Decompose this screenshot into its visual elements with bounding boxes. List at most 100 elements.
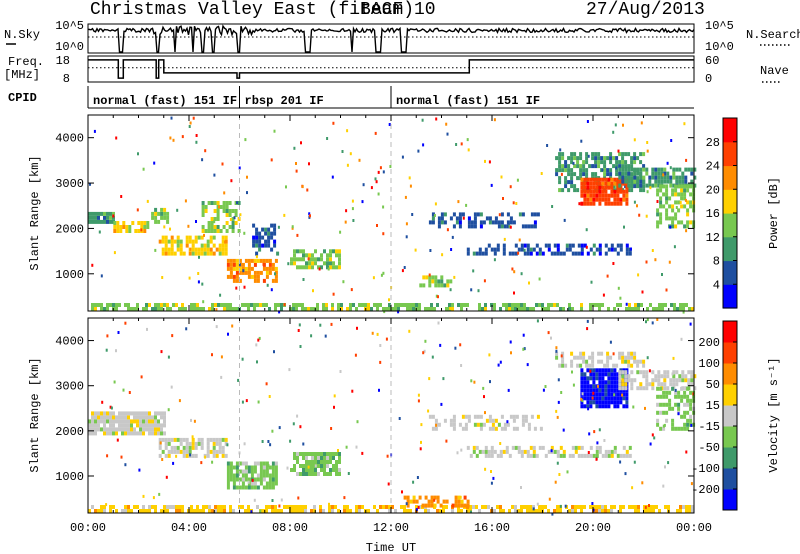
heatmap-cell bbox=[547, 247, 551, 252]
heatmap-cell bbox=[273, 231, 277, 236]
heatmap-cell bbox=[458, 212, 462, 217]
heatmap-cell bbox=[583, 177, 587, 182]
heatmap-cell bbox=[265, 465, 269, 470]
heatmap-cell bbox=[94, 219, 97, 224]
heatmap-cell bbox=[113, 225, 117, 229]
heatmap-cell bbox=[649, 505, 652, 509]
heatmap-cell bbox=[146, 221, 150, 225]
cpid-segment-label: rbsp 201 IF bbox=[245, 94, 324, 108]
heatmap-cell bbox=[579, 164, 583, 169]
heatmap-cell bbox=[615, 156, 619, 161]
heatmap-cell bbox=[526, 251, 530, 256]
heatmap-cell bbox=[115, 307, 118, 311]
heatmap-cell bbox=[526, 509, 529, 513]
freq-label-1: Freq. bbox=[8, 55, 44, 69]
heatmap-cell bbox=[157, 307, 160, 311]
heatmap-cell bbox=[258, 247, 262, 252]
nave-tick-bottom: 0 bbox=[705, 72, 712, 86]
heatmap-cell bbox=[580, 372, 584, 377]
heatmap-cell bbox=[490, 247, 494, 252]
heatmap-cell bbox=[243, 442, 246, 446]
heatmap-cell bbox=[556, 509, 559, 513]
heatmap-cell bbox=[586, 120, 589, 123]
heatmap-cell bbox=[212, 453, 216, 458]
heatmap-cell bbox=[571, 505, 574, 509]
heatmap-cell bbox=[540, 172, 543, 175]
heatmap-cell bbox=[247, 266, 251, 271]
heatmap-cell bbox=[199, 307, 202, 311]
heatmap-cell bbox=[239, 213, 242, 217]
heatmap-cell bbox=[633, 152, 637, 157]
heatmap-cell bbox=[324, 334, 327, 338]
heatmap-cell bbox=[434, 426, 438, 431]
heatmap-cell bbox=[311, 257, 314, 262]
heatmap-cell bbox=[115, 303, 118, 307]
heatmap-cell bbox=[591, 156, 595, 161]
frequency-panel-frame bbox=[87, 55, 695, 83]
heatmap-cell bbox=[97, 415, 100, 420]
heatmap-cell bbox=[686, 410, 690, 415]
heatmap-cell bbox=[166, 303, 169, 307]
heatmap-cell bbox=[412, 495, 416, 500]
heatmap-cell bbox=[430, 307, 433, 311]
heatmap-cell bbox=[636, 359, 640, 364]
heatmap-cell bbox=[280, 307, 283, 311]
heatmap-cell bbox=[497, 224, 501, 229]
heatmap-cell bbox=[148, 505, 151, 509]
heatmap-cell bbox=[587, 154, 590, 158]
heatmap-cell bbox=[621, 152, 625, 157]
heatmap-cell bbox=[601, 505, 604, 509]
heatmap-cell bbox=[274, 266, 278, 271]
heatmap-cell bbox=[686, 224, 690, 229]
heatmap-cell bbox=[314, 472, 317, 476]
heatmap-cell bbox=[609, 172, 613, 177]
heatmap-cell bbox=[521, 212, 525, 217]
heatmap-cell bbox=[416, 476, 419, 479]
heatmap-cell bbox=[662, 426, 666, 431]
heatmap-cell bbox=[645, 382, 649, 387]
heatmap-cell bbox=[595, 185, 599, 190]
heatmap-cell bbox=[607, 201, 611, 206]
heatmap-cell bbox=[154, 431, 157, 436]
heatmap-cell bbox=[158, 492, 161, 496]
heatmap-cell bbox=[612, 130, 615, 134]
heatmap-cell bbox=[532, 505, 535, 509]
heatmap-cell bbox=[296, 472, 299, 476]
heatmap-cell bbox=[662, 173, 665, 177]
heatmap-cell bbox=[219, 293, 222, 297]
heatmap-cell bbox=[508, 307, 511, 311]
heatmap-cell bbox=[250, 510, 253, 514]
heatmap-cell bbox=[460, 503, 464, 508]
heatmap-cell bbox=[633, 175, 637, 180]
heatmap-cell bbox=[544, 385, 547, 388]
heatmap-cell bbox=[585, 156, 589, 161]
heatmap-cell bbox=[649, 303, 652, 307]
heatmap-cell bbox=[672, 378, 676, 383]
heatmap-cell bbox=[603, 164, 607, 169]
heatmap-cell bbox=[576, 188, 580, 193]
heatmap-cell bbox=[610, 368, 614, 373]
heatmap-cell bbox=[179, 441, 183, 446]
heatmap-cell bbox=[473, 212, 477, 217]
heatmap-cell bbox=[262, 477, 266, 482]
heatmap-cell bbox=[589, 177, 593, 182]
heatmap-cell bbox=[651, 167, 655, 172]
heatmap-cell bbox=[614, 123, 617, 127]
heatmap-cell bbox=[672, 382, 676, 387]
heatmap-cell bbox=[367, 509, 370, 513]
heatmap-cell bbox=[572, 161, 575, 165]
heatmap-cell bbox=[570, 180, 574, 185]
heatmap-cell bbox=[607, 368, 611, 373]
heatmap-cell bbox=[112, 419, 115, 424]
heatmap-cell bbox=[439, 343, 442, 347]
heatmap-cell bbox=[445, 505, 448, 509]
heatmap-cell bbox=[509, 414, 513, 419]
heatmap-cell bbox=[555, 156, 559, 161]
heatmap-cell bbox=[616, 193, 620, 198]
heatmap-cell bbox=[592, 372, 596, 377]
heatmap-cell bbox=[125, 225, 129, 229]
heatmap-cell bbox=[446, 132, 449, 136]
heatmap-cell bbox=[687, 370, 691, 375]
heatmap-cell bbox=[161, 247, 165, 252]
colorbar-tick-label: 200 bbox=[698, 336, 720, 350]
